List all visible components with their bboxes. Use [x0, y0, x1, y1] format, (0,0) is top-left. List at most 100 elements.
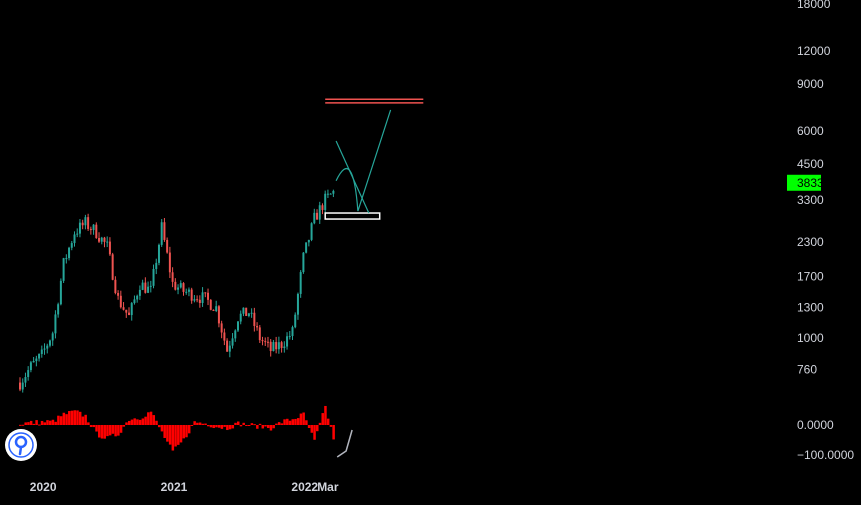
histogram-bar	[98, 425, 101, 438]
price-tick-label: 760	[797, 363, 817, 377]
histogram-bar	[171, 425, 175, 451]
logo-button[interactable]	[5, 429, 37, 461]
candle-body	[59, 280, 62, 305]
histogram-bar	[201, 423, 205, 425]
candle-body	[73, 234, 76, 244]
histogram-bar	[35, 420, 38, 425]
candle-body	[182, 283, 185, 292]
candle-body	[46, 345, 49, 349]
histogram-bar	[237, 421, 240, 425]
candle-body	[177, 287, 180, 290]
candle-body	[228, 345, 231, 352]
histogram-bar	[68, 411, 71, 425]
candle-body	[166, 239, 169, 253]
histogram-bar	[125, 422, 128, 425]
candle-body	[215, 306, 218, 311]
histogram-bar	[138, 419, 142, 425]
price-tick-label: 18000	[797, 0, 831, 11]
candle-body	[185, 291, 188, 293]
histogram-bar	[119, 425, 123, 433]
histogram-bar	[136, 419, 139, 425]
histogram-bar	[318, 422, 322, 425]
histogram-bar	[217, 425, 221, 428]
candle-body	[207, 292, 210, 300]
candle-body	[196, 299, 199, 301]
histogram-bar	[207, 425, 210, 427]
candle-body	[220, 323, 223, 333]
candle-body	[326, 193, 329, 195]
histogram-bar	[122, 425, 126, 427]
candle-body	[128, 312, 130, 316]
candle-body	[81, 222, 84, 226]
candle-body	[32, 361, 35, 363]
candle-body	[280, 342, 283, 348]
histogram-bar	[141, 418, 145, 425]
histogram-bar	[76, 410, 79, 425]
histogram-bar	[19, 424, 22, 426]
candle-body	[43, 348, 46, 350]
histogram-bar	[114, 425, 117, 437]
candle-body	[171, 272, 174, 282]
candle-body	[65, 258, 68, 260]
candle-body	[103, 237, 106, 242]
histogram-bar	[307, 425, 311, 429]
candle-body	[117, 292, 120, 296]
histogram-bar	[24, 422, 27, 425]
divergence-line	[336, 429, 353, 458]
candle-body	[95, 224, 98, 238]
candle-body	[299, 272, 302, 294]
candle-body	[253, 312, 256, 326]
candle-body	[87, 217, 90, 229]
histogram-bar	[283, 419, 286, 425]
candle-body	[209, 299, 212, 310]
histogram-bar	[215, 425, 218, 428]
oscillator-axis[interactable]: 0.0000 −100.0000	[797, 418, 854, 462]
time-tick-label: 2020	[30, 480, 57, 494]
candle-body	[48, 340, 51, 346]
candle-body	[261, 340, 264, 342]
oscillator-tick-label: −100.0000	[797, 448, 854, 462]
histogram-bar	[212, 425, 215, 429]
candle-body	[275, 342, 278, 350]
histogram-bar	[321, 413, 324, 425]
histogram-bar	[245, 425, 248, 426]
histogram-bar	[272, 425, 275, 429]
candle-body	[70, 243, 73, 248]
candle-body	[305, 242, 308, 253]
candle-body	[157, 244, 160, 263]
time-tick-label: 2021	[161, 480, 188, 494]
histogram-bar	[231, 425, 235, 429]
candle-body	[237, 321, 239, 331]
price-tick-label: 1700	[797, 270, 824, 284]
last-price-badge: 3833	[787, 174, 824, 191]
histogram-bar	[286, 418, 289, 425]
time-axis[interactable]: 2020 2021 2022 Mar	[30, 480, 339, 494]
candle-body	[193, 299, 196, 301]
price-axis[interactable]: 760 1000 1300 1700 2300 3300 4500 6000 9000 12000…	[797, 0, 831, 377]
candle-body	[133, 299, 136, 304]
price-tick-label: 6000	[797, 124, 824, 138]
candle-body	[231, 338, 234, 346]
drawing-layer[interactable]	[324, 98, 424, 220]
candle-body	[29, 362, 32, 371]
candle-body	[198, 299, 201, 303]
candle-body	[250, 312, 253, 314]
candle-body	[332, 190, 335, 194]
candle-body	[130, 303, 133, 316]
histogram-bar	[332, 425, 335, 440]
price-tick-label: 4500	[797, 157, 824, 171]
candle-body	[40, 349, 43, 354]
candle-body	[57, 304, 60, 315]
candle-body	[283, 346, 286, 348]
candle-body	[84, 217, 87, 226]
price-tick-label: 9000	[797, 77, 824, 91]
histogram-bar	[326, 418, 330, 425]
histogram-bar	[147, 412, 150, 425]
histogram-bar	[324, 405, 327, 425]
time-tick-label: Mar	[317, 480, 339, 494]
candle-body	[38, 353, 41, 359]
candle-body	[258, 327, 261, 341]
candle-body	[272, 342, 275, 352]
